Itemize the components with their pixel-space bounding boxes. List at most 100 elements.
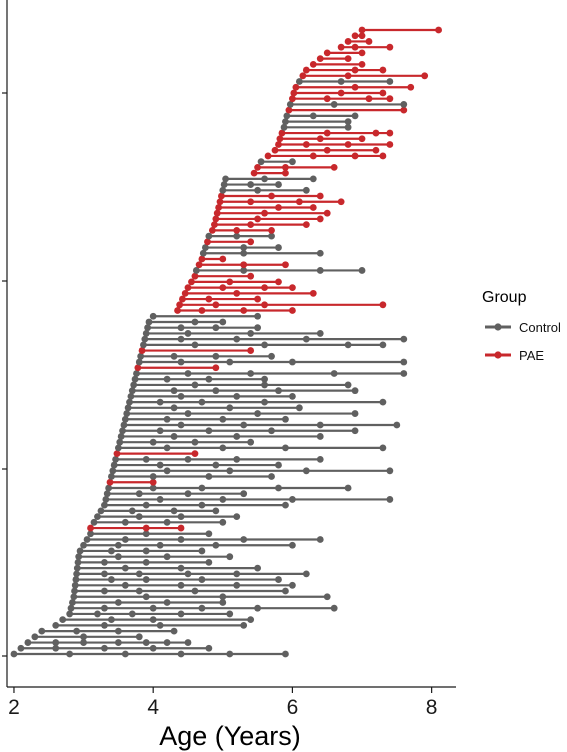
participant-row-control: [59, 616, 255, 624]
participant-row-pae: [204, 238, 255, 246]
scan-point: [302, 467, 310, 475]
scan-point: [365, 95, 373, 103]
scan-point: [358, 49, 366, 57]
scan-point: [309, 289, 317, 297]
participant-row-control: [52, 621, 248, 629]
scan-point: [177, 513, 185, 521]
scan-point: [208, 226, 216, 234]
participant-row-control: [10, 650, 289, 658]
scan-point: [309, 204, 317, 211]
scan-point: [302, 221, 310, 229]
x-tick-label: 6: [287, 696, 299, 719]
participant-row-pae: [198, 255, 227, 263]
scan-point: [176, 301, 184, 309]
scan-point: [142, 530, 150, 538]
participant-row-control: [126, 398, 387, 406]
scan-point: [344, 341, 352, 349]
scan-point: [316, 55, 324, 63]
scan-point: [10, 650, 18, 658]
scan-point: [74, 559, 82, 566]
scan-point: [379, 66, 387, 74]
scan-point: [316, 330, 324, 337]
scan-point: [233, 289, 241, 297]
scan-point: [351, 43, 359, 51]
participant-row-pae: [174, 307, 296, 314]
legend: Group Control PAE: [482, 289, 561, 363]
scan-point: [184, 639, 192, 646]
scan-point: [156, 541, 164, 549]
scan-point: [275, 461, 282, 469]
scan-point: [323, 129, 331, 137]
scan-point: [282, 587, 289, 595]
scan-point: [407, 83, 415, 91]
scan-point: [240, 421, 248, 429]
scan-point: [191, 450, 199, 458]
scan-point: [289, 392, 296, 400]
scan-point: [323, 49, 331, 57]
scan-point: [101, 621, 108, 629]
participant-row-control: [137, 352, 275, 360]
scan-point: [379, 444, 387, 452]
scan-point: [114, 599, 122, 606]
scan-point: [254, 186, 262, 194]
participant-row-pae: [351, 32, 366, 40]
participant-row-pae: [302, 66, 387, 74]
scan-point: [289, 581, 296, 589]
scan-point: [59, 616, 67, 624]
scan-point: [94, 610, 101, 618]
participant-row-control: [72, 576, 282, 583]
participant-row-control: [87, 530, 213, 538]
scan-point: [212, 541, 220, 549]
scan-point: [268, 232, 275, 240]
participant-row-control: [73, 564, 262, 572]
scan-point: [144, 324, 152, 332]
scan-point: [344, 484, 352, 492]
participant-row-control: [199, 249, 324, 257]
scan-point: [142, 330, 150, 337]
scan-point: [177, 392, 185, 400]
participant-row-control: [280, 123, 352, 131]
scan-point: [289, 541, 296, 549]
scan-point: [177, 358, 185, 366]
participant-row-control: [110, 461, 282, 469]
scan-point: [38, 627, 46, 635]
participant-row-control: [38, 627, 178, 635]
scan-point: [80, 639, 87, 646]
scan-point: [177, 335, 185, 343]
participant-row-pae: [275, 141, 394, 148]
participant-row-control: [24, 639, 192, 646]
scan-point: [156, 496, 164, 503]
scan-point: [351, 387, 359, 395]
scan-point: [113, 450, 121, 458]
scan-point: [289, 358, 296, 366]
scan-point: [177, 650, 185, 658]
scan-point: [289, 284, 296, 292]
scan-point: [247, 347, 255, 354]
scan-point: [163, 639, 171, 646]
scan-point: [240, 307, 248, 314]
scan-point: [70, 593, 78, 601]
participant-row-pae: [290, 89, 387, 97]
participant-row-pae: [106, 478, 157, 486]
scan-point: [386, 141, 394, 148]
scan-point: [142, 559, 150, 566]
scan-point: [90, 518, 98, 526]
scan-point: [156, 461, 164, 469]
scan-point: [121, 415, 129, 423]
scan-point: [121, 518, 129, 526]
scan-point: [205, 530, 213, 538]
scan-point: [351, 66, 359, 74]
participant-row-control: [286, 101, 408, 108]
scan-point: [108, 547, 115, 555]
scan-point: [400, 101, 408, 108]
scan-point: [344, 55, 352, 63]
scan-point: [131, 375, 139, 383]
scan-point: [316, 536, 324, 543]
scan-point: [226, 610, 234, 618]
scan-point: [316, 433, 324, 440]
scan-point: [135, 490, 143, 498]
scan-point: [386, 78, 394, 85]
scan-point: [240, 621, 248, 629]
participant-row-pae: [176, 301, 387, 309]
